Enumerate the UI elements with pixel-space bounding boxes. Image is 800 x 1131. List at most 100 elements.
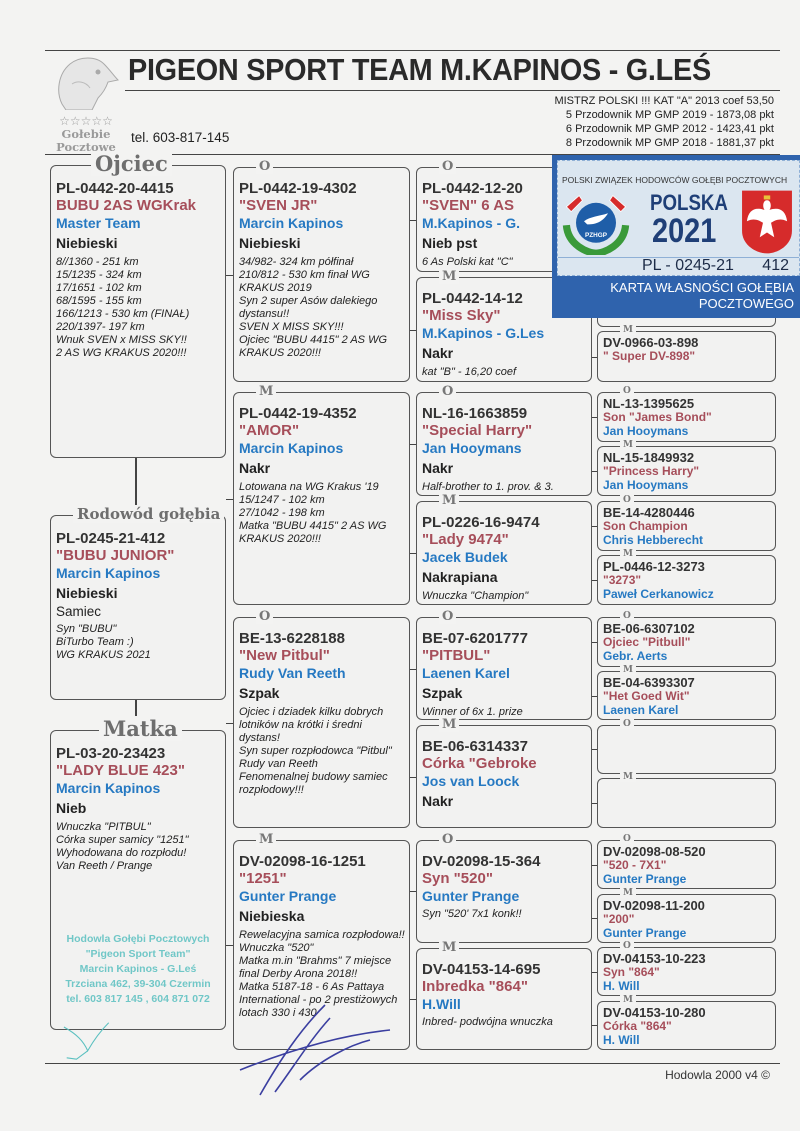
logo-line1: Gołebie xyxy=(61,127,111,141)
ring-number: PL-0442-19-4352 xyxy=(239,405,357,422)
note-line: Wyhodowana do rozpłodu! xyxy=(56,847,187,859)
pedigree-box-col1: Ojciec PL-0442-20-4415 BUBU 2AS WGKrak Mast… xyxy=(50,151,226,458)
ring-number: NL-16-1663859 xyxy=(422,405,528,422)
connector-line xyxy=(410,998,416,1000)
plumage-color: Nakr xyxy=(422,345,454,361)
box-label: M xyxy=(620,664,636,675)
plumage-color: Nakr xyxy=(422,793,454,809)
box-label: O xyxy=(439,832,457,847)
pigeon-name: "Lady 9474" xyxy=(422,531,509,548)
pigeon-name: "LADY BLUE 423" xyxy=(56,762,185,779)
note-line: 15/1235 - 324 km xyxy=(56,269,142,281)
pedigree-box-col2: O PL-0442-19-4302 "SVEN JR" Marcin Kapinos… xyxy=(233,159,410,382)
breeder-name: Marcin Kapinos xyxy=(239,215,344,231)
plumage-color: Szpak xyxy=(239,685,280,701)
note-line: Syn 2 super Asów dalekiego dystansu!! xyxy=(239,295,378,320)
card-year: 2021 xyxy=(652,212,717,250)
box-label: O xyxy=(439,384,457,399)
note-line: 15/1247 - 102 km xyxy=(239,494,325,506)
box-label: O xyxy=(256,609,274,624)
breeder-name: Jacek Budek xyxy=(422,549,508,565)
note-line: Matka "BUBU 4415" 2 AS WG KRAKUS 2020!!! xyxy=(239,520,387,545)
box-label: O xyxy=(620,386,634,396)
pedigree-box-col2: M PL-0442-19-4352 "AMOR" Marcin Kapinos Nak… xyxy=(233,384,410,605)
pigeon-name: Son "James Bond" xyxy=(603,410,712,424)
note-line: SVEN X MISS SKY!!! xyxy=(239,321,344,333)
plumage-color: Niebieski xyxy=(56,585,118,601)
plumage-color: Niebieski xyxy=(239,235,301,251)
note-line: Wnuczka "520" xyxy=(239,942,314,954)
pedigree-box-col4: O DV-04153-10-223 Syn "864" H. Will xyxy=(597,941,776,997)
note-line: 220/1397- 197 km xyxy=(56,321,145,333)
stamp-line: Trzciana 462, 39-304 Czermin xyxy=(65,978,211,990)
box-label: M xyxy=(439,269,460,284)
ring-number: DV-04153-14-695 xyxy=(422,960,541,978)
pedigree-box-col4: O DV-02098-08-520 "520 - 7X1" Gunter Prange xyxy=(597,834,776,890)
page-title: PIGEON SPORT TEAM M.KAPINOS - G.LEŚ xyxy=(128,52,711,87)
pigeon-name: "SVEN" 6 AS xyxy=(422,197,515,214)
logo-stars: ☆☆☆☆☆ xyxy=(59,114,113,128)
box-label: O xyxy=(256,159,274,174)
pedigree-box-col4: M NL-15-1849932 "Princess Harry" Jan Hooyma… xyxy=(597,440,776,497)
breeder-stamp: Hodowla Gołębi Pocztowych "Pigeon Sport … xyxy=(52,932,224,1007)
pigeon-name: "3273" xyxy=(603,572,642,587)
connector-line xyxy=(592,803,597,805)
stamp-line: Marcin Kapinos - G.Leś xyxy=(79,963,197,975)
connector-line xyxy=(592,471,597,473)
pedigree-box-col4: M DV-04153-10-280 Córka "864" H. Will xyxy=(597,994,776,1050)
breeder-name: Gunter Prange xyxy=(603,925,687,940)
ring-number: PL-0442-19-4302 xyxy=(239,180,357,197)
connector-line xyxy=(592,695,597,697)
pigeon-name: "PITBUL" xyxy=(422,647,491,664)
ring-number: NL-15-1849932 xyxy=(603,450,695,466)
note-line: Matka 5187-18 - 6 As Pattaya Internation… xyxy=(239,981,398,1019)
connector-line xyxy=(410,553,416,554)
note-line: 2 AS WG KRAKUS 2020!!! xyxy=(56,347,187,359)
stamp-line: tel. 603 817 145 , 604 871 072 xyxy=(66,993,210,1005)
note-line: 210/812 - 530 km finał WG KRAKUS 2019 xyxy=(239,269,370,294)
note-line: Wnuczka "Champion" xyxy=(422,590,529,602)
breeder-name: Marcin Kapinos xyxy=(56,565,161,581)
connector-line xyxy=(592,1025,597,1027)
pedigree-box-col1: Rodowód gołębia PL-0245-21-412 "BUBU JUNIO… xyxy=(50,505,226,700)
connector-line xyxy=(592,579,597,581)
breeder-name: Marcin Kapinos xyxy=(56,780,161,796)
achievement-1: MISTRZ POLSKI !!! KAT "A" 2013 coef 53,5… xyxy=(554,95,774,107)
box-label: O xyxy=(439,159,457,174)
pigeon-name: BUBU 2AS WGKrak xyxy=(56,197,197,214)
box-label: Ojciec xyxy=(91,151,172,176)
pedigree-box-col4: M DV-02098-11-200 "200" Gunter Prange xyxy=(597,887,776,943)
pigeon-name: "Het Goed Wit" xyxy=(603,688,690,703)
box-label: O xyxy=(620,834,634,844)
connector-line xyxy=(410,444,416,445)
pigeon-name: "BUBU JUNIOR" xyxy=(56,547,175,564)
pedigree-box-col1: Matka PL-03-20-23423 "LADY BLUE 423" Marci… xyxy=(50,716,226,1030)
breeder-name: Jan Hooymans xyxy=(603,424,689,438)
card-ring-prefix: PL - 0245-21 xyxy=(642,257,734,274)
connector-line xyxy=(592,918,597,920)
connector-line xyxy=(592,525,597,527)
note-line: Wnuczka "PITBUL" xyxy=(56,821,151,833)
pzhgp-text: PZHGP xyxy=(585,232,608,239)
connector-line xyxy=(410,329,416,331)
plumage-color: Nakr xyxy=(239,460,271,476)
box-label: M xyxy=(620,772,636,783)
top-rule xyxy=(45,50,780,51)
connector-line xyxy=(592,356,597,358)
pedigree-box-col2: O BE-13-6228188 "New Pitbul" Rudy Van Reeth… xyxy=(233,609,410,828)
ring-number: BE-07-6201777 xyxy=(422,630,528,647)
title-underline xyxy=(125,90,780,91)
pedigree-box-col4: O BE-14-4280446 Son Champion Chris Hebberec… xyxy=(597,494,776,551)
note-line: BiTurbo Team :) xyxy=(56,636,134,648)
pedigree-box-col4: O NL-13-1395625 Son "James Bond" Jan Hooyma… xyxy=(597,386,776,442)
box-label: M xyxy=(256,832,277,847)
card-org: POLSKI ZWIĄZEK HODOWCÓW GOŁĘBI POCZTOWYC… xyxy=(562,175,788,185)
ring-number: BE-04-6393307 xyxy=(603,674,695,690)
ring-number: DV-02098-11-200 xyxy=(603,897,705,913)
box-label: M xyxy=(256,384,277,399)
breeder-name: Gunter Prange xyxy=(239,888,337,904)
connector-line xyxy=(410,891,416,893)
breeder-name: M.Kapinos - G.Les xyxy=(422,325,545,341)
note-line: Van Reeth / Prange xyxy=(56,860,153,872)
logo-line2: Pocztowe xyxy=(56,140,116,154)
